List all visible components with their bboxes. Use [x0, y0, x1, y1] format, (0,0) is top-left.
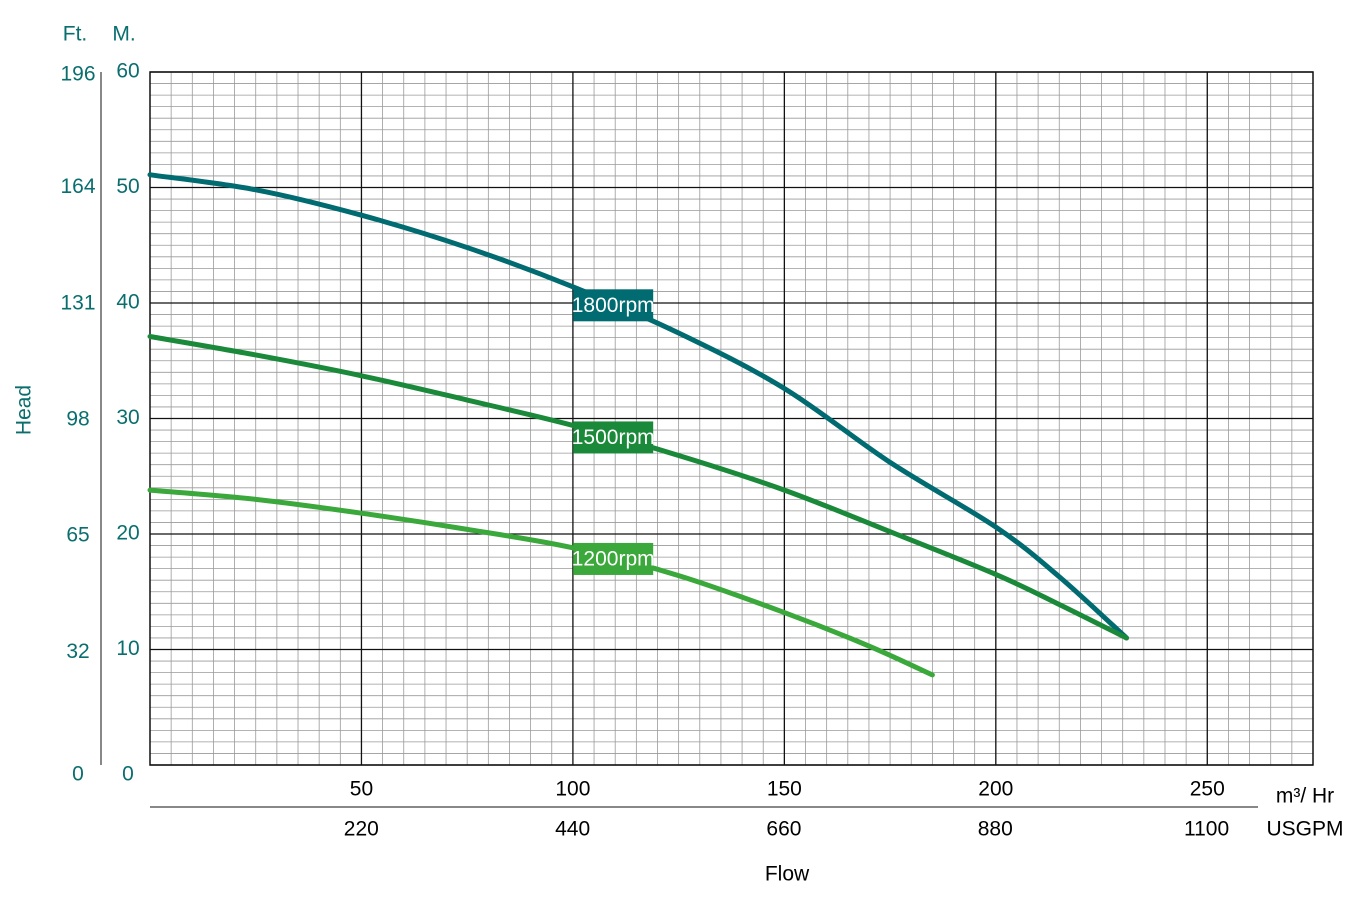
x-tick-label: 200: [978, 778, 1013, 801]
curve: [147, 172, 1129, 641]
y-tick-label: 20: [116, 522, 139, 545]
x-tick-label: 150: [767, 778, 802, 801]
y2-tick-label: 131: [60, 291, 95, 314]
y-unit: M.: [112, 23, 135, 46]
y-tick-label: 10: [116, 637, 139, 660]
curves: 1800rpm 1500rpm 1200rpm: [147, 172, 1129, 678]
legend-label: 1500rpm: [572, 426, 655, 449]
x2-tick-label: 880: [978, 818, 1013, 841]
x-tick-label: 50: [350, 778, 373, 801]
plot-frame: [149, 71, 1314, 766]
x-tick-label: 100: [555, 778, 590, 801]
legend-label: 1200rpm: [572, 547, 655, 570]
y-tick-label: 0: [122, 763, 134, 786]
y2-tick-label: 164: [60, 175, 95, 198]
x-tick-label: 250: [1190, 778, 1225, 801]
legend-box: [573, 542, 654, 575]
legend-label: 1800rpm: [572, 294, 655, 317]
y2-tick-label: 32: [66, 640, 89, 663]
x2-tick-label: 660: [766, 818, 801, 841]
x2-unit: USGPM: [1266, 818, 1343, 841]
y-tick-label: 50: [116, 175, 139, 198]
y2-tick-label: 196: [60, 63, 95, 86]
x2-tick-label: 220: [344, 818, 379, 841]
x2-tick-label: 1100: [1184, 818, 1229, 841]
x-axis-title: Flow: [765, 863, 810, 886]
y2-tick-label: 65: [66, 524, 89, 547]
y-tick-label: 40: [116, 291, 139, 314]
y2-tick-label: 0: [72, 763, 84, 786]
x2-tick-label: 440: [555, 818, 590, 841]
x-unit: m³/ Hr: [1276, 785, 1334, 808]
y-tick-label: 30: [116, 406, 139, 429]
curve: [147, 333, 1129, 641]
legend-box: [573, 289, 654, 322]
curve: [147, 487, 935, 678]
y-axis-title: Head: [13, 385, 36, 435]
y2-unit: Ft.: [63, 23, 88, 46]
y-tick-label: 60: [116, 60, 139, 83]
y2-tick-label: 98: [66, 408, 89, 431]
legend-box: [573, 421, 654, 454]
